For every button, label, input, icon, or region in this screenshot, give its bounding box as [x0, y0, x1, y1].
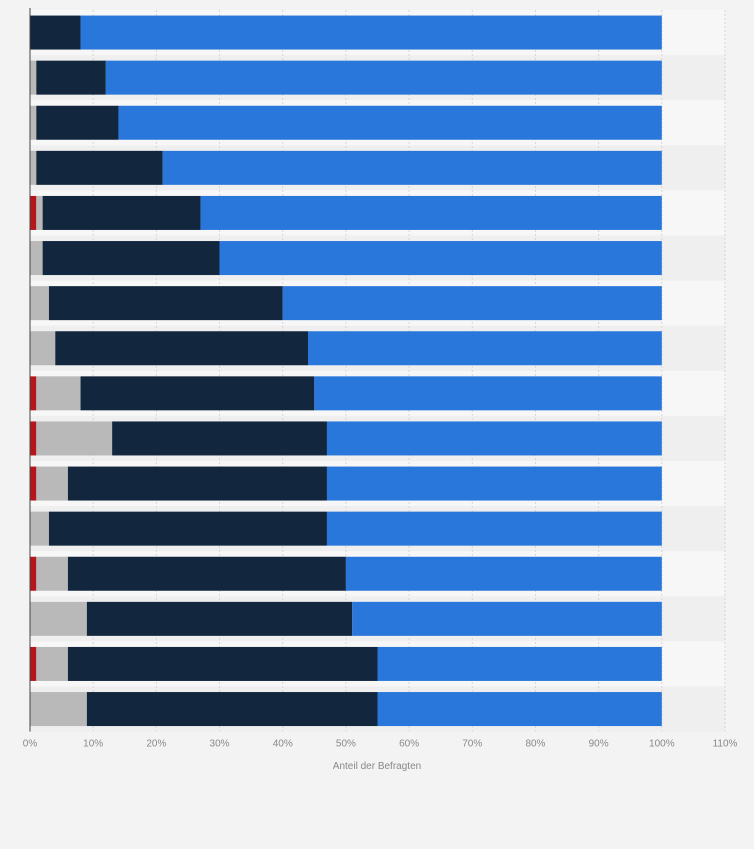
- bar-segment-series-2: [30, 241, 43, 276]
- bar-segment-series-3: [36, 60, 106, 95]
- bar-segment-series-2: [30, 286, 49, 321]
- bar-segment-series-4: [377, 646, 662, 681]
- bar-segment-series-1: [30, 466, 37, 501]
- x-tick-label: 90%: [589, 739, 609, 750]
- bar-segment-series-2: [30, 60, 37, 95]
- bar-segment-series-3: [36, 150, 163, 185]
- bar-segment-series-4: [162, 150, 662, 185]
- x-axis-title: Anteil der Befragten: [333, 761, 421, 772]
- bar-segment-series-4: [200, 195, 662, 230]
- x-tick-label: 10%: [83, 739, 103, 750]
- bar-segment-series-3: [80, 376, 315, 411]
- bar-segment-series-2: [36, 421, 113, 456]
- bar-segment-series-1: [30, 556, 37, 591]
- bar-segment-series-4: [326, 466, 662, 501]
- x-tick-label: 50%: [336, 739, 356, 750]
- bar-segment-series-1: [30, 195, 37, 230]
- bar-segment-series-2: [30, 511, 49, 546]
- bar-segment-series-3: [86, 601, 353, 636]
- bar-segment-series-2: [36, 646, 68, 681]
- bar-segment-series-2: [36, 376, 81, 411]
- x-tick-label: 60%: [399, 739, 419, 750]
- x-tick-label: 80%: [525, 739, 545, 750]
- bar-segment-series-4: [326, 421, 662, 456]
- bar-segment-series-3: [86, 692, 378, 727]
- bar-segment-series-2: [36, 556, 68, 591]
- bar-segment-series-4: [314, 376, 662, 411]
- bar-segment-series-3: [55, 331, 308, 366]
- bar-segment-series-4: [345, 556, 662, 591]
- x-tick-label: 0%: [23, 739, 38, 750]
- x-tick-label: 70%: [462, 739, 482, 750]
- bar-segment-series-3: [67, 466, 327, 501]
- bar-segment-series-3: [67, 646, 378, 681]
- bar-segment-series-1: [30, 376, 37, 411]
- bar-segment-series-3: [112, 421, 327, 456]
- x-tick-label: 30%: [210, 739, 230, 750]
- x-tick-label: 20%: [146, 739, 166, 750]
- bar-segment-series-1: [30, 646, 37, 681]
- bar-segment-series-2: [30, 331, 56, 366]
- x-tick-labels: 0% 10% 20% 30% 40% 50% 60% 70% 80% 90% 100% 110%: [23, 739, 738, 750]
- x-tick-label: 40%: [273, 739, 293, 750]
- bar-segment-series-4: [308, 331, 662, 366]
- x-tick-label: 110%: [713, 739, 738, 750]
- bar-segment-series-4: [282, 286, 662, 321]
- bar-segment-series-1: [30, 421, 37, 456]
- bar-segment-series-3: [48, 286, 283, 321]
- bar-segment-series-3: [30, 15, 81, 50]
- bar-segment-series-4: [118, 105, 662, 140]
- bar-segment-series-2: [30, 105, 37, 140]
- bars: [30, 15, 662, 727]
- bar-segment-series-2: [30, 601, 87, 636]
- bar-segment-series-4: [326, 511, 662, 546]
- bar-segment-series-3: [48, 511, 327, 546]
- bar-segment-series-3: [67, 556, 346, 591]
- bar-segment-series-3: [42, 241, 220, 276]
- bar-segment-series-2: [30, 150, 37, 185]
- bar-segment-series-4: [105, 60, 662, 95]
- bar-segment-series-2: [30, 692, 87, 727]
- x-tick-label: 100%: [649, 739, 675, 750]
- bar-segment-series-3: [36, 105, 119, 140]
- bar-segment-series-4: [352, 601, 662, 636]
- bar-segment-series-4: [377, 692, 662, 727]
- bar-segment-series-4: [219, 241, 662, 276]
- bar-segment-series-4: [80, 15, 662, 50]
- bar-segment-series-3: [42, 195, 201, 230]
- bar-segment-series-2: [36, 466, 68, 501]
- bar-segment-series-2: [36, 195, 43, 230]
